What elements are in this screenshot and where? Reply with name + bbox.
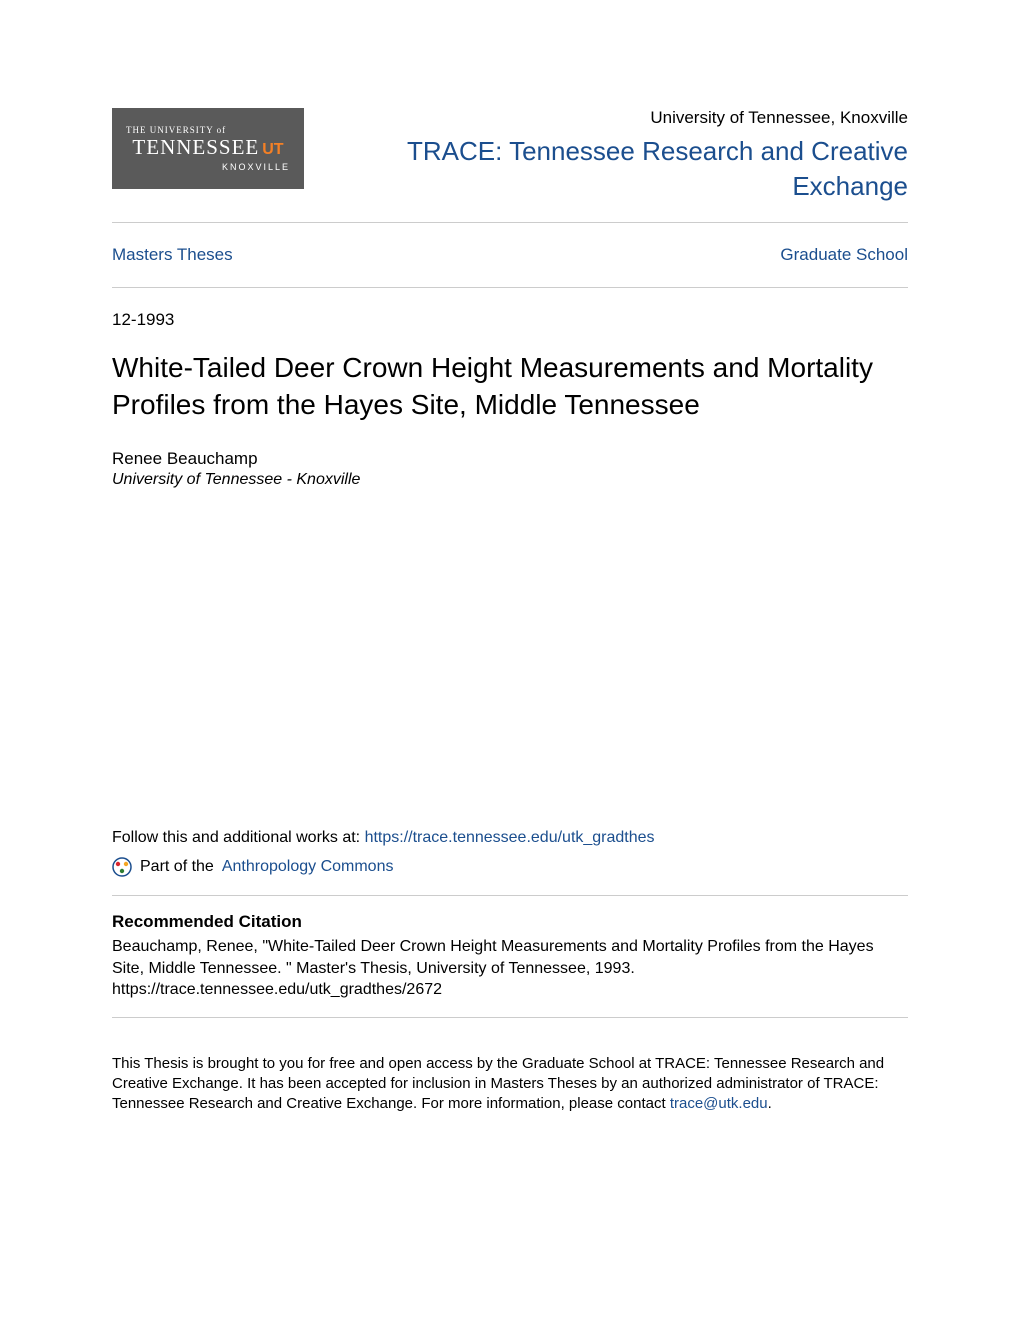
commons-prefix: Part of the xyxy=(140,858,214,876)
header: THE UNIVERSITY of TENNESSEE UT KNOXVILLE… xyxy=(112,108,908,204)
follow-prefix: Follow this and additional works at: xyxy=(112,829,365,846)
repo-line-2: Exchange xyxy=(792,171,908,201)
repository-link[interactable]: TRACE: Tennessee Research and Creative E… xyxy=(407,136,908,201)
author-name: Renee Beauchamp xyxy=(112,449,908,469)
logo-name: TENNESSEE xyxy=(132,135,259,160)
spacer xyxy=(112,489,908,829)
repository-name: TRACE: Tennessee Research and Creative E… xyxy=(328,134,908,204)
divider xyxy=(112,287,908,288)
publication-date: 12-1993 xyxy=(112,310,908,330)
citation-block: Recommended Citation Beauchamp, Renee, "… xyxy=(112,896,908,1017)
footer-text-after: . xyxy=(768,1095,772,1112)
citation-text: Beauchamp, Renee, "White-Tailed Deer Cro… xyxy=(112,936,908,1001)
breadcrumb-collection-link[interactable]: Masters Theses xyxy=(112,245,233,265)
logo-sub-line: KNOXVILLE xyxy=(222,162,290,172)
institution-name: University of Tennessee, Knoxville xyxy=(328,108,908,128)
citation-heading: Recommended Citation xyxy=(112,912,908,932)
logo-main-line: TENNESSEE UT xyxy=(132,135,283,160)
document-title: White-Tailed Deer Crown Height Measureme… xyxy=(112,350,908,423)
follow-url-link[interactable]: https://trace.tennessee.edu/utk_gradthes xyxy=(365,829,655,846)
author-affiliation: University of Tennessee - Knoxville xyxy=(112,471,908,489)
divider xyxy=(112,1017,908,1018)
follow-works: Follow this and additional works at: htt… xyxy=(112,829,908,847)
footer-text: This Thesis is brought to you for free a… xyxy=(112,1054,908,1115)
network-icon xyxy=(112,857,132,877)
logo-top-line: THE UNIVERSITY of xyxy=(126,125,226,135)
breadcrumb-school-link[interactable]: Graduate School xyxy=(780,245,908,265)
header-text: University of Tennessee, Knoxville TRACE… xyxy=(328,108,908,204)
repo-line-1: TRACE: Tennessee Research and Creative xyxy=(407,136,908,166)
logo-ut-mark: UT xyxy=(262,141,283,159)
commons-link[interactable]: Anthropology Commons xyxy=(222,858,394,876)
contact-email-link[interactable]: trace@utk.edu xyxy=(670,1095,768,1112)
university-logo[interactable]: THE UNIVERSITY of TENNESSEE UT KNOXVILLE xyxy=(112,108,304,189)
breadcrumb: Masters Theses Graduate School xyxy=(112,223,908,287)
commons-row: Part of the Anthropology Commons xyxy=(112,857,908,877)
